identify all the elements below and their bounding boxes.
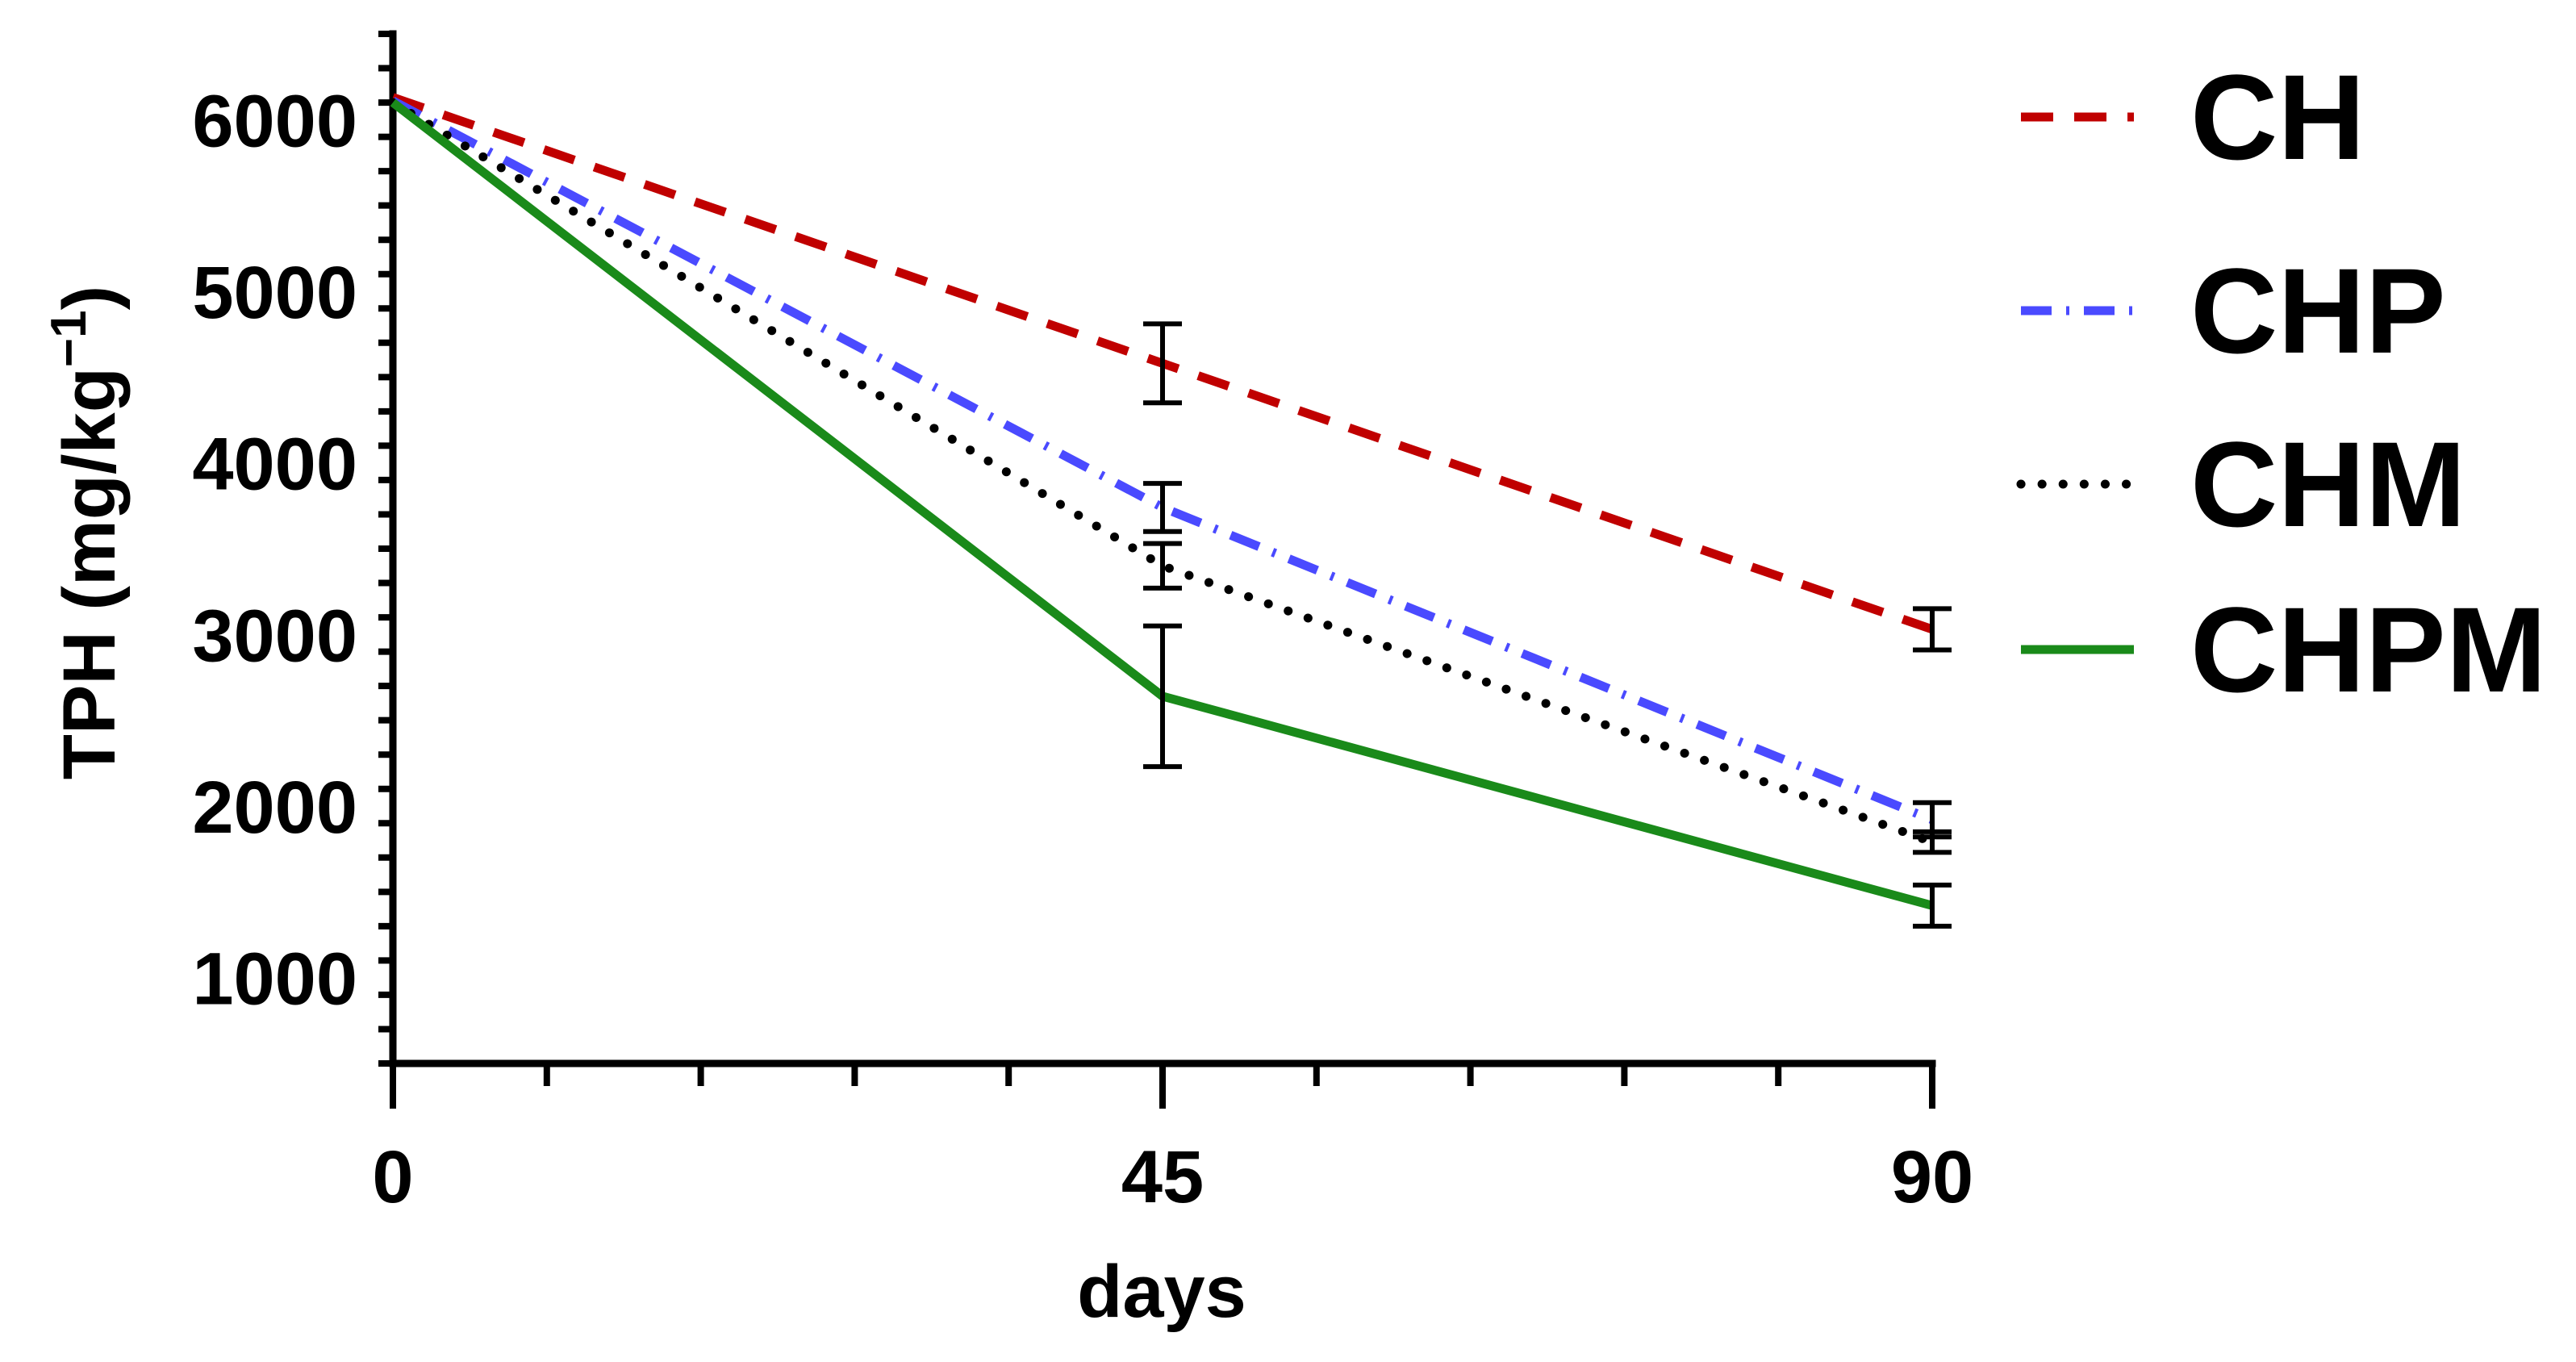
y-tick-label: 6000 xyxy=(192,80,357,162)
x-tick-label: 45 xyxy=(1121,1136,1204,1218)
legend-item-chpm: CHPM xyxy=(2021,582,2547,717)
legend-item-ch: CH xyxy=(2021,49,2365,185)
legend-item-chp: CHP xyxy=(2021,243,2446,378)
y-tick-label: 4000 xyxy=(192,424,357,506)
y-axis-label: TPH (mg/kg−1) xyxy=(41,286,131,779)
y-axis-label-main: TPH (mg/kg xyxy=(48,367,131,779)
legend-item-chm: CHM xyxy=(2016,416,2466,552)
legend-label: CHPM xyxy=(2190,582,2547,717)
y-axis-label-close: ) xyxy=(48,286,131,311)
series-chpm xyxy=(390,98,1952,929)
legend: CH CHP CHM CHPM xyxy=(2016,49,2547,717)
series-chm xyxy=(388,98,1952,855)
y-tick-label: 5000 xyxy=(192,252,357,334)
y-tick-label: 2000 xyxy=(192,767,357,849)
y-tick-label: 1000 xyxy=(192,938,357,1021)
error-bar xyxy=(1143,481,1182,534)
legend-label: CHM xyxy=(2190,416,2466,552)
error-bar xyxy=(1143,541,1182,591)
error-bar xyxy=(1143,623,1182,770)
series-chp xyxy=(390,97,1952,840)
y-axis-label-sup: −1 xyxy=(41,310,97,367)
series-ch xyxy=(391,93,1952,653)
x-tick-label: 90 xyxy=(1891,1136,1973,1218)
x-axis-label: days xyxy=(1077,1251,1246,1333)
x-tick-label: 0 xyxy=(372,1136,413,1218)
error-bar xyxy=(1913,829,1952,855)
legend-label: CH xyxy=(2190,49,2365,185)
axes: 1000 2000 3000 4000 5000 6000 0 45 90 xyxy=(192,30,1973,1218)
y-tick-label: 3000 xyxy=(192,595,357,677)
error-bar xyxy=(1913,882,1952,929)
error-bar xyxy=(1913,606,1952,653)
series-group xyxy=(388,93,1952,929)
error-bar xyxy=(1143,321,1182,406)
legend-label: CHP xyxy=(2190,243,2446,378)
